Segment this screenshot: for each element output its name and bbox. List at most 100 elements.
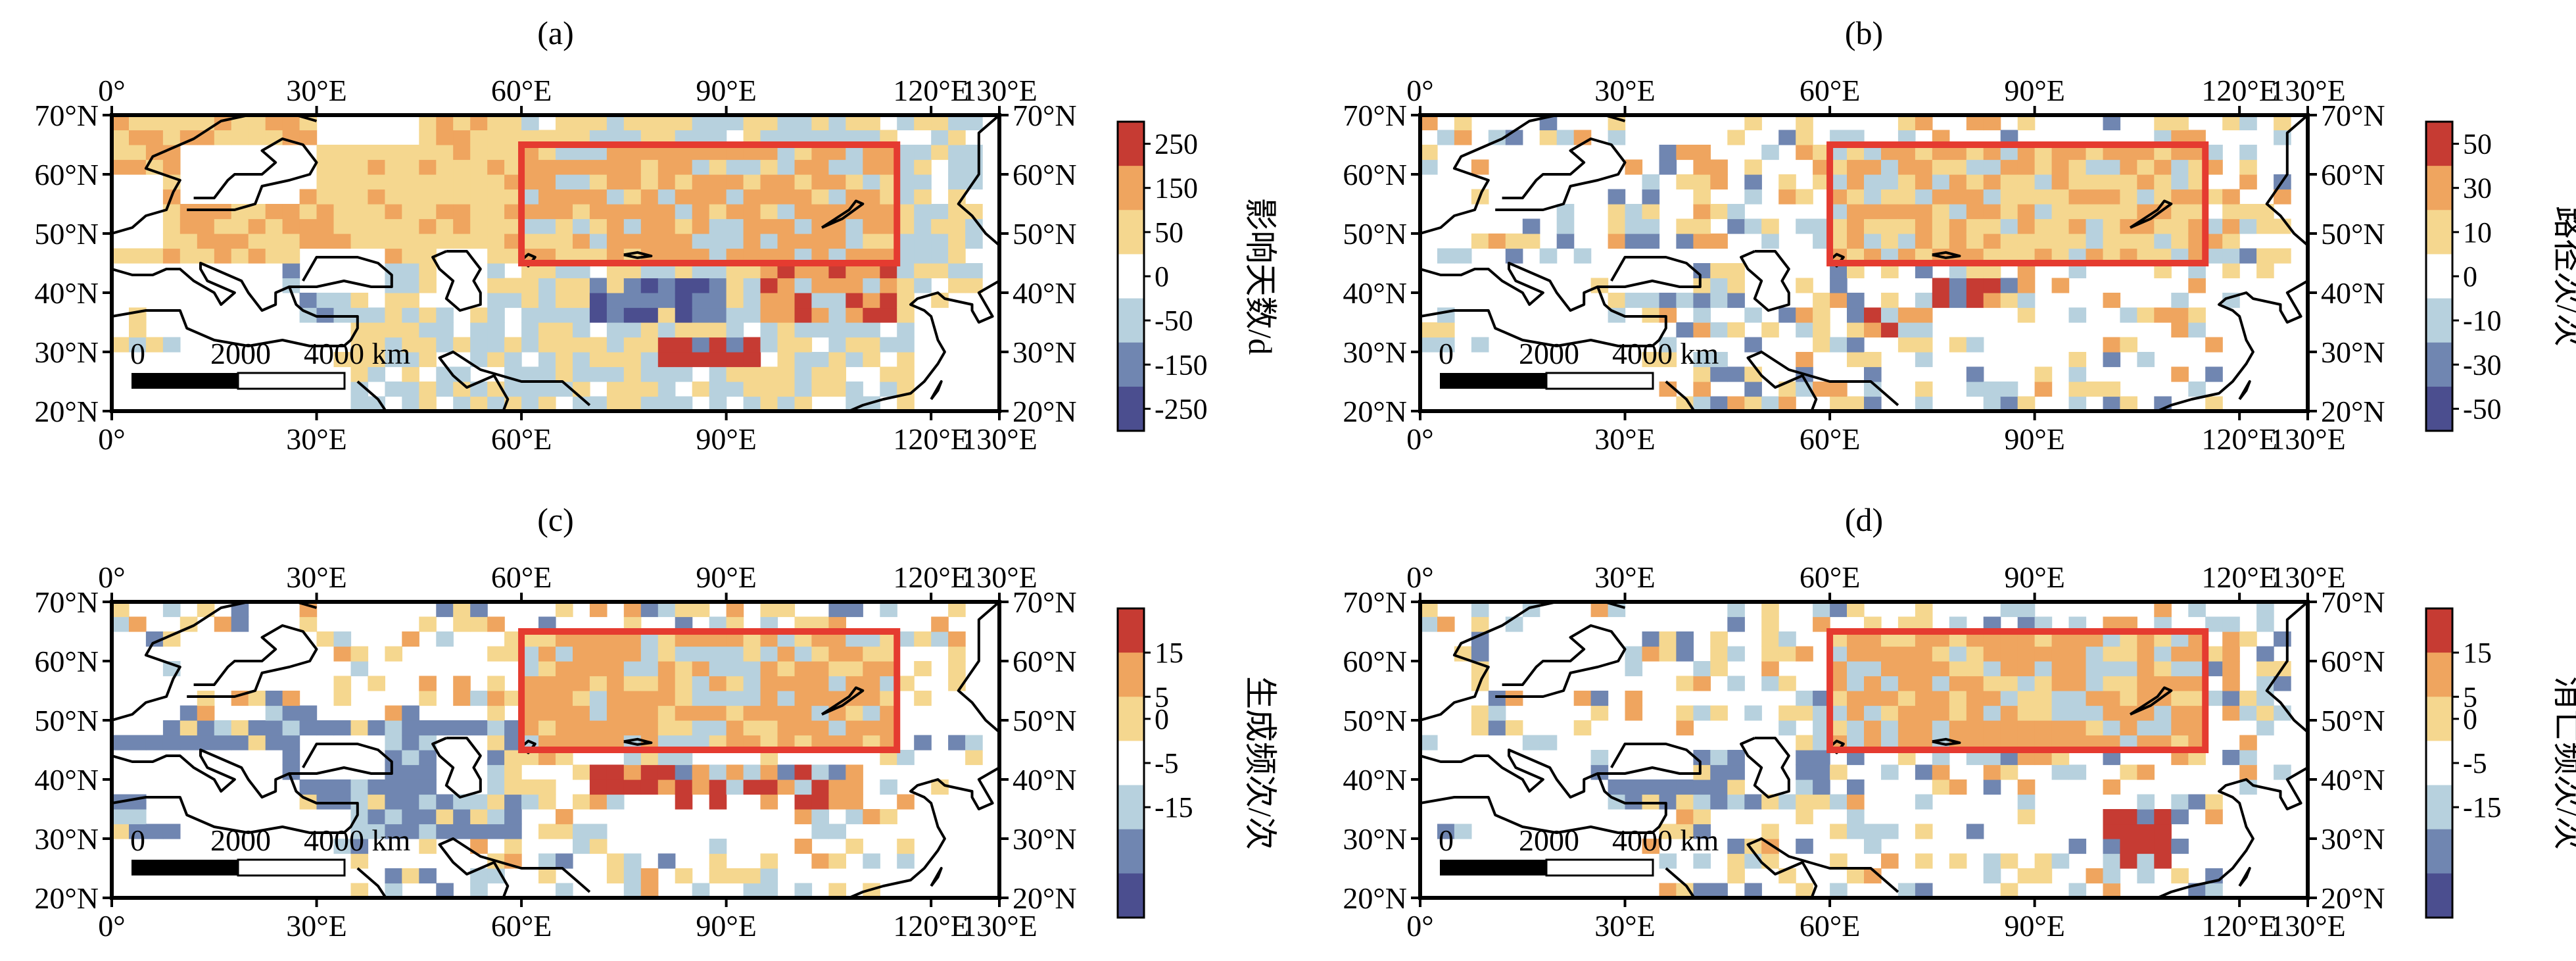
grid-cell (470, 809, 488, 825)
grid-cell (368, 676, 385, 691)
grid-cell (385, 293, 402, 308)
grid-cell (1932, 646, 1950, 662)
grid-cell (1659, 352, 1677, 368)
grid-cell (2017, 159, 2036, 175)
grid-cell (1796, 278, 1813, 293)
colorbar-tick-label: -5 (1155, 747, 1179, 779)
grid-cell (811, 174, 829, 190)
grid-cell (402, 824, 419, 839)
grid-cell (2000, 853, 2018, 869)
grid-cell (538, 145, 556, 160)
grid-cell (623, 883, 642, 898)
grid-cell (2068, 189, 2087, 205)
grid-cell (2137, 853, 2155, 869)
grid-cell (709, 631, 727, 647)
axis-ticks: 0°0°30°E30°E60°E60°E90°E90°E120°E120°E13… (34, 74, 1076, 456)
grid-cell (794, 794, 813, 810)
grid-cell (521, 174, 539, 190)
grid-cell (1642, 839, 1660, 854)
colorbar-segment (2426, 342, 2452, 387)
grid-cell (965, 234, 983, 249)
grid-cell (2017, 735, 2036, 751)
grid-cell (914, 631, 932, 647)
grid-cell (2137, 189, 2155, 205)
grid-cell (556, 278, 573, 293)
grid-cell (1830, 337, 1848, 353)
grid-cell (811, 159, 829, 175)
grid-cell (1881, 248, 1899, 264)
grid-cell (1864, 616, 1882, 632)
grid-cell (1830, 396, 1848, 411)
grid-cell (846, 189, 863, 205)
grid-cell (350, 883, 369, 898)
grid-cell (1966, 366, 1984, 382)
grid-cell (726, 602, 744, 618)
grid-cell (675, 646, 693, 662)
grid-cell (504, 293, 522, 308)
grid-cell (2000, 602, 2018, 618)
grid-cell (709, 159, 727, 175)
grid-cell (402, 145, 419, 160)
grid-cell (880, 750, 897, 766)
grid-cell (556, 661, 573, 677)
panel-label: (d) (1845, 501, 1883, 538)
grid-cell (1966, 824, 1984, 839)
map-frame (110, 113, 1001, 413)
grid-cell (2103, 145, 2121, 160)
grid-cell (470, 883, 488, 898)
grid-cell (726, 352, 744, 368)
lon-tick-label-top: 120°E (893, 74, 969, 107)
grid-cell (299, 293, 318, 308)
grid-cell (2120, 307, 2137, 323)
grid-cell (2188, 189, 2206, 205)
grid-cell (419, 824, 437, 839)
grid-cell (897, 234, 915, 249)
grid-cell (1864, 646, 1882, 662)
grid-cell (709, 382, 727, 397)
grid-cell (657, 602, 676, 618)
grid-cell (2205, 646, 2223, 662)
grid-cell (556, 159, 573, 175)
grid-cell (692, 720, 710, 736)
grid-cell (1727, 602, 1745, 618)
grid-cell (777, 174, 796, 190)
grid-cell (1676, 720, 1694, 736)
coastlines (1420, 115, 2308, 411)
grid-cell (1847, 676, 1865, 691)
grid-cell (1983, 204, 2001, 220)
grid-cell (1983, 293, 2001, 308)
grid-cell (2103, 868, 2121, 884)
grid-cell (1710, 366, 1728, 382)
lon-tick-label-top: 60°E (491, 74, 552, 107)
grid-cell (2068, 366, 2087, 382)
grid-cell (1847, 263, 1865, 279)
grid-cell (2239, 750, 2257, 766)
colorbar-segment (1118, 210, 1144, 255)
grid-cell (1830, 691, 1848, 706)
grid-cell (419, 352, 437, 368)
grid-cell (2154, 159, 2172, 175)
grid-cell (760, 278, 778, 293)
grid-cell (863, 174, 880, 190)
grid-cell (282, 705, 300, 721)
grid-cell (2000, 676, 2018, 691)
lat-tick-label-left: 60°N (1343, 645, 1407, 678)
grid-cell (1915, 720, 1933, 736)
grid-cell (1864, 234, 1882, 249)
grid-cell (1420, 616, 1438, 632)
grid-cell (897, 750, 915, 766)
grid-cell (504, 337, 522, 353)
grid-cell (1710, 396, 1728, 411)
grid-cell (2000, 735, 2018, 751)
grid-cell (880, 337, 897, 353)
grid-cell (1881, 174, 1899, 190)
grid-cell (2222, 661, 2240, 677)
grid-cell (504, 174, 522, 190)
grid-cell (657, 382, 676, 397)
grid-cell (2017, 189, 2036, 205)
grid-cell (726, 159, 744, 175)
grid-cell (1796, 189, 1813, 205)
grid-cell (606, 204, 625, 220)
grid-cell (1813, 382, 1830, 397)
grid-cell (1915, 293, 1933, 308)
